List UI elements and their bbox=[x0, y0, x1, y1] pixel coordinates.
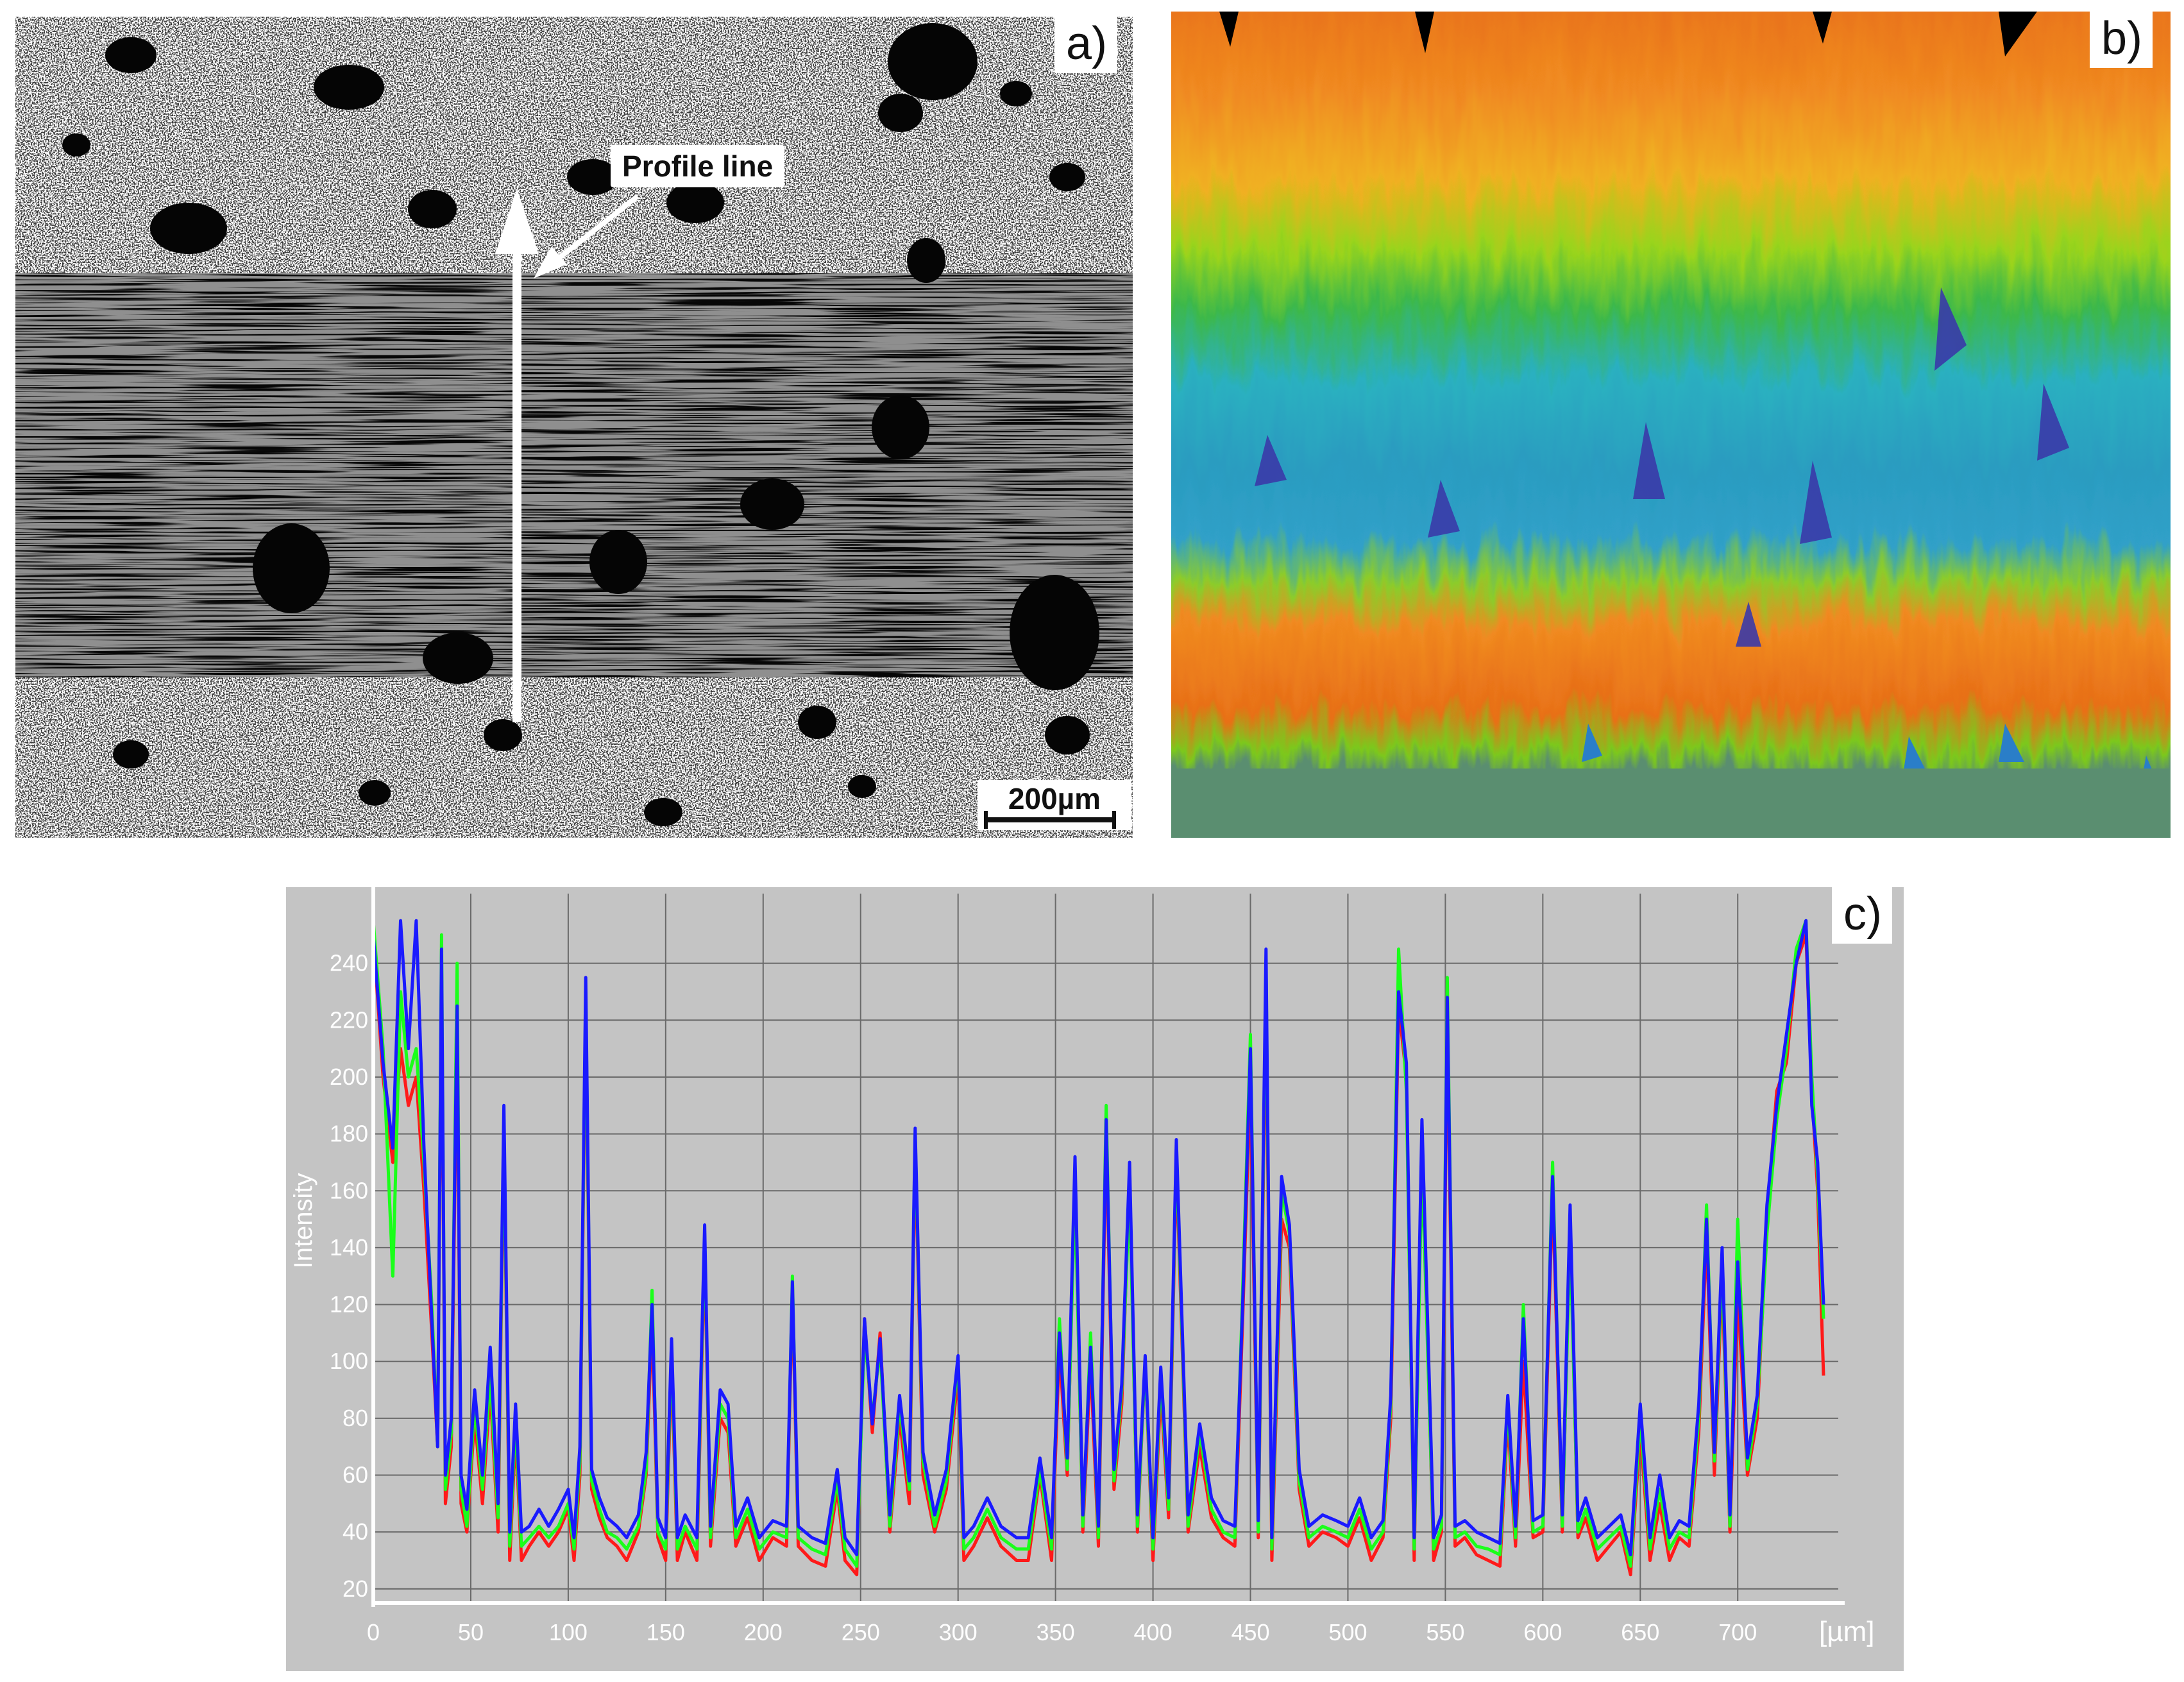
y-tick-label-2: 60 bbox=[343, 1462, 368, 1488]
x-tick-label-14: 700 bbox=[1718, 1619, 1757, 1645]
x-tick-label-9: 450 bbox=[1231, 1619, 1269, 1645]
y-tick-label-7: 160 bbox=[330, 1177, 368, 1203]
x-tick-label-10: 500 bbox=[1328, 1619, 1367, 1645]
y-tick-label-10: 220 bbox=[330, 1007, 368, 1033]
x-tick-label-4: 200 bbox=[744, 1619, 783, 1645]
y-tick-label-8: 180 bbox=[330, 1121, 368, 1147]
x-tick-label-13: 650 bbox=[1621, 1619, 1659, 1645]
panel-label-a: a) bbox=[1054, 17, 1118, 73]
y-tick-label-6: 140 bbox=[330, 1234, 368, 1261]
panel-label-c: c) bbox=[1832, 887, 1892, 944]
x-tick-label-2: 100 bbox=[549, 1619, 588, 1645]
y-axis-label: Intensity bbox=[289, 1173, 317, 1269]
y-tick-label-9: 200 bbox=[330, 1064, 368, 1090]
panel-label-b: b) bbox=[2090, 12, 2153, 68]
surface-map-image bbox=[1171, 12, 2171, 838]
series-line-2 bbox=[371, 919, 1825, 1557]
x-tick-label-5: 250 bbox=[842, 1619, 880, 1645]
profile-line-arrow bbox=[495, 189, 639, 722]
y-tick-label-3: 80 bbox=[343, 1405, 368, 1431]
y-tick-label-1: 40 bbox=[343, 1518, 368, 1545]
x-tick-label-7: 350 bbox=[1037, 1619, 1075, 1645]
x-tick-label-8: 400 bbox=[1134, 1619, 1172, 1645]
scale-bar-line bbox=[984, 817, 1116, 822]
profile-line-label: Profile line bbox=[611, 145, 785, 187]
scale-bar-label: 200µm bbox=[1008, 782, 1101, 815]
y-tick-label-0: 20 bbox=[343, 1576, 368, 1602]
x-tick-label-3: 150 bbox=[647, 1619, 685, 1645]
surface-map-panel: b) bbox=[1171, 12, 2171, 838]
x-tick-label-11: 550 bbox=[1426, 1619, 1464, 1645]
x-axis-unit-label: [µm] bbox=[1819, 1616, 1874, 1647]
x-tick-label-0: 0 bbox=[367, 1619, 380, 1645]
x-tick-label-1: 50 bbox=[458, 1619, 484, 1645]
scale-bar: 200µm bbox=[978, 780, 1131, 830]
intensity-profile-chart: 0 50 100 150 200 250 300 350 400 450 500 550 600 650 7… bbox=[286, 887, 1904, 1671]
y-tick-label-11: 240 bbox=[330, 950, 368, 976]
y-tick-label-5: 120 bbox=[330, 1291, 368, 1318]
chart-svg: 0 50 100 150 200 250 300 350 400 450 500 550 600 650 7… bbox=[289, 887, 1874, 1647]
micrograph-panel: Profile line 200µm a) bbox=[15, 17, 1133, 838]
x-tick-label-12: 600 bbox=[1523, 1619, 1562, 1645]
x-tick-label-6: 300 bbox=[939, 1619, 978, 1645]
y-tick-label-4: 100 bbox=[330, 1348, 368, 1374]
micrograph-image bbox=[15, 17, 1133, 838]
